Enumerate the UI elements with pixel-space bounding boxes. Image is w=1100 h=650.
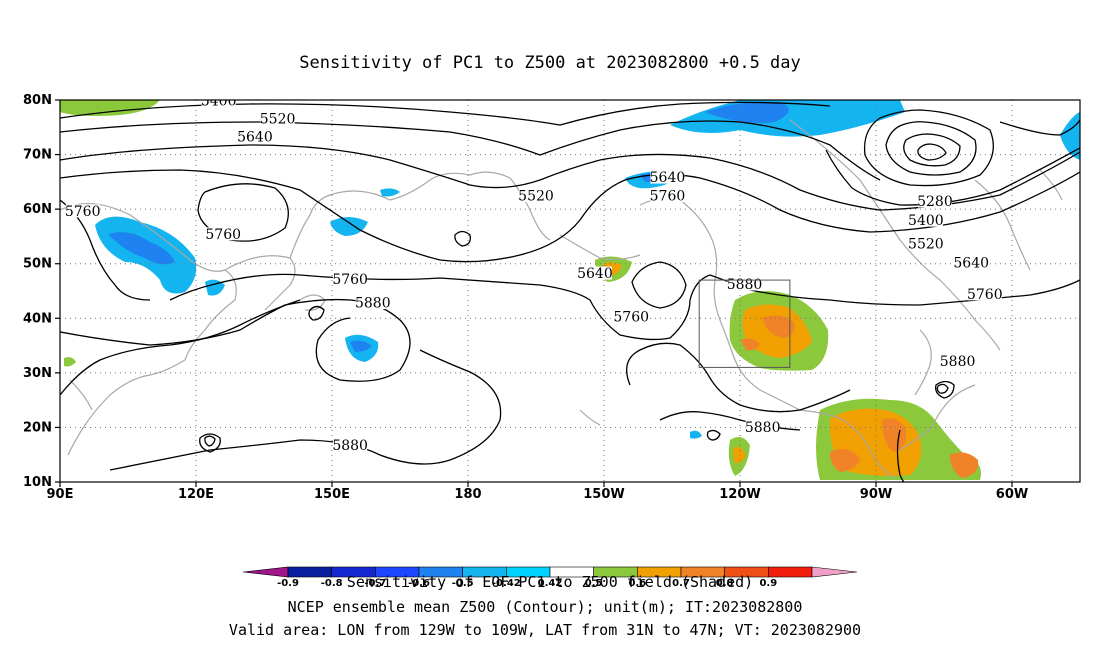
longitude-tick-labels: 90E 120E 150E 180 150W 120W 90W 60W	[47, 482, 1028, 502]
lon-tick-label: 150E	[314, 487, 350, 502]
lat-tick-label: 30N	[23, 366, 52, 381]
contour-label: 5520	[908, 237, 944, 253]
contour-label: 5520	[260, 112, 296, 128]
map-plot-area: 5400 5520 5640 5760 5760 5520 5640 5760 5880 5880…	[60, 94, 1080, 482]
contour-label-bg	[727, 277, 762, 291]
contour-label-bg	[917, 194, 952, 208]
colorbar-tick-label: 0.7	[672, 578, 690, 589]
lat-tick-label: 20N	[23, 420, 52, 435]
colorbar-tick-label: -0.5	[452, 578, 474, 589]
contour-label-bg	[355, 296, 390, 310]
contour-label-bg	[908, 213, 943, 227]
contour-label: 5640	[953, 256, 989, 272]
contour-labels: 5400 5520 5640 5760 5760 5520 5640 5760 5880 5880…	[65, 94, 1003, 454]
lat-tick-label: 60N	[23, 202, 52, 217]
contour-label-bg	[260, 112, 295, 126]
contour-label: 5760	[613, 310, 649, 326]
contour-label: 5280	[917, 194, 953, 210]
contour-label: 5760	[650, 189, 686, 205]
contour-label: 5400	[908, 213, 944, 229]
lon-tick-label: 180	[454, 487, 481, 502]
colorbar-tick-label: -0.7	[364, 578, 386, 589]
latitude-tick-labels: 80N 70N 60N 50N 40N 30N 20N 10N	[23, 93, 60, 490]
lon-tick-label: 150W	[583, 487, 624, 502]
contour-label: 5880	[727, 277, 763, 293]
contour-label-bg	[940, 354, 975, 368]
colorbar-tick-label: -0.6	[408, 578, 430, 589]
colorbar-tick-label: -0.9	[277, 578, 299, 589]
contour-label-bg	[201, 100, 236, 108]
contour-label-bg	[954, 256, 989, 270]
colorbar-swatch	[768, 566, 813, 578]
colorbar-tick-label: 0.8	[716, 578, 734, 589]
colorbar-tick-label: 0.6	[628, 578, 646, 589]
colorbar-tick-label: -0.8	[321, 578, 343, 589]
lon-tick-label: 90E	[47, 487, 74, 502]
contour-label-bg	[577, 266, 612, 280]
contour-label: 5520	[518, 189, 554, 205]
colorbar: -0.9 -0.8 -0.7 -0.6 -0.5 -0.42 0.42 0.5 0.6 0.7 0.…	[242, 566, 858, 589]
caption-shading: Sensitivity of EOF PC1 to Z500 field (Sh…	[347, 573, 753, 591]
lat-tick-label: 50N	[23, 257, 52, 272]
map-frame	[59, 99, 1081, 483]
lat-lon-grid	[60, 100, 1080, 482]
contour-label-bg	[967, 287, 1002, 301]
contour-label: 5880	[745, 420, 781, 436]
sensitivity-shading	[60, 100, 1080, 480]
positive-sensitivity-shading	[60, 100, 981, 480]
contour-label-bg	[65, 204, 100, 218]
contour-label: 5640	[577, 266, 613, 282]
contour-label-bg	[333, 438, 368, 452]
contour-label-bg	[206, 227, 241, 241]
contour-label: 5640	[237, 130, 273, 146]
contour-label: 5760	[967, 287, 1003, 303]
contour-label: 5760	[205, 227, 241, 243]
colorbar-over-triangle	[811, 566, 858, 578]
contour-label-bg	[333, 272, 368, 286]
colorbar-swatch	[287, 566, 332, 578]
contour-label-bg	[519, 189, 553, 203]
contour-label-bg	[908, 237, 943, 251]
contour-label: 5760	[332, 272, 368, 288]
colorbar-under-triangle	[242, 566, 289, 578]
colorbar-tick-label: 0.5	[585, 578, 603, 589]
negative-sensitivity-shading	[95, 100, 1080, 439]
lat-tick-label: 70N	[23, 148, 52, 163]
contour-label-bg	[745, 420, 780, 434]
colorbar-tick-label: 0.9	[759, 578, 777, 589]
contour-label: 5400	[201, 94, 237, 110]
lon-tick-label: 60W	[996, 487, 1028, 502]
lat-tick-label: 40N	[23, 311, 52, 326]
lon-tick-label: 120W	[719, 487, 760, 502]
lat-tick-label: 10N	[23, 475, 52, 490]
contour-label: 5880	[940, 354, 976, 370]
contour-label: 5880	[355, 296, 391, 312]
lon-tick-label: 90W	[860, 487, 892, 502]
contour-label: 5760	[65, 204, 101, 220]
contour-label: 5880	[332, 438, 368, 454]
valid-area-box	[698, 279, 791, 368]
caption-valid-area: Valid area: LON from 129W to 109W, LAT f…	[229, 621, 861, 639]
lat-tick-label: 80N	[23, 93, 52, 108]
contour-label-bg	[650, 170, 685, 184]
colorbar-tick-label: 0.42	[538, 578, 563, 589]
colorbar-tick-label: -0.42	[492, 578, 521, 589]
contour-label-bg	[237, 130, 272, 144]
lon-tick-label: 120E	[178, 487, 214, 502]
contour-label-bg	[614, 310, 649, 324]
contour-label-bg	[650, 189, 685, 203]
caption-contour: NCEP ensemble mean Z500 (Contour); unit(…	[288, 598, 803, 616]
contour-label: 5640	[650, 170, 686, 186]
map-title: Sensitivity of PC1 to Z500 at 2023082800…	[299, 53, 801, 73]
